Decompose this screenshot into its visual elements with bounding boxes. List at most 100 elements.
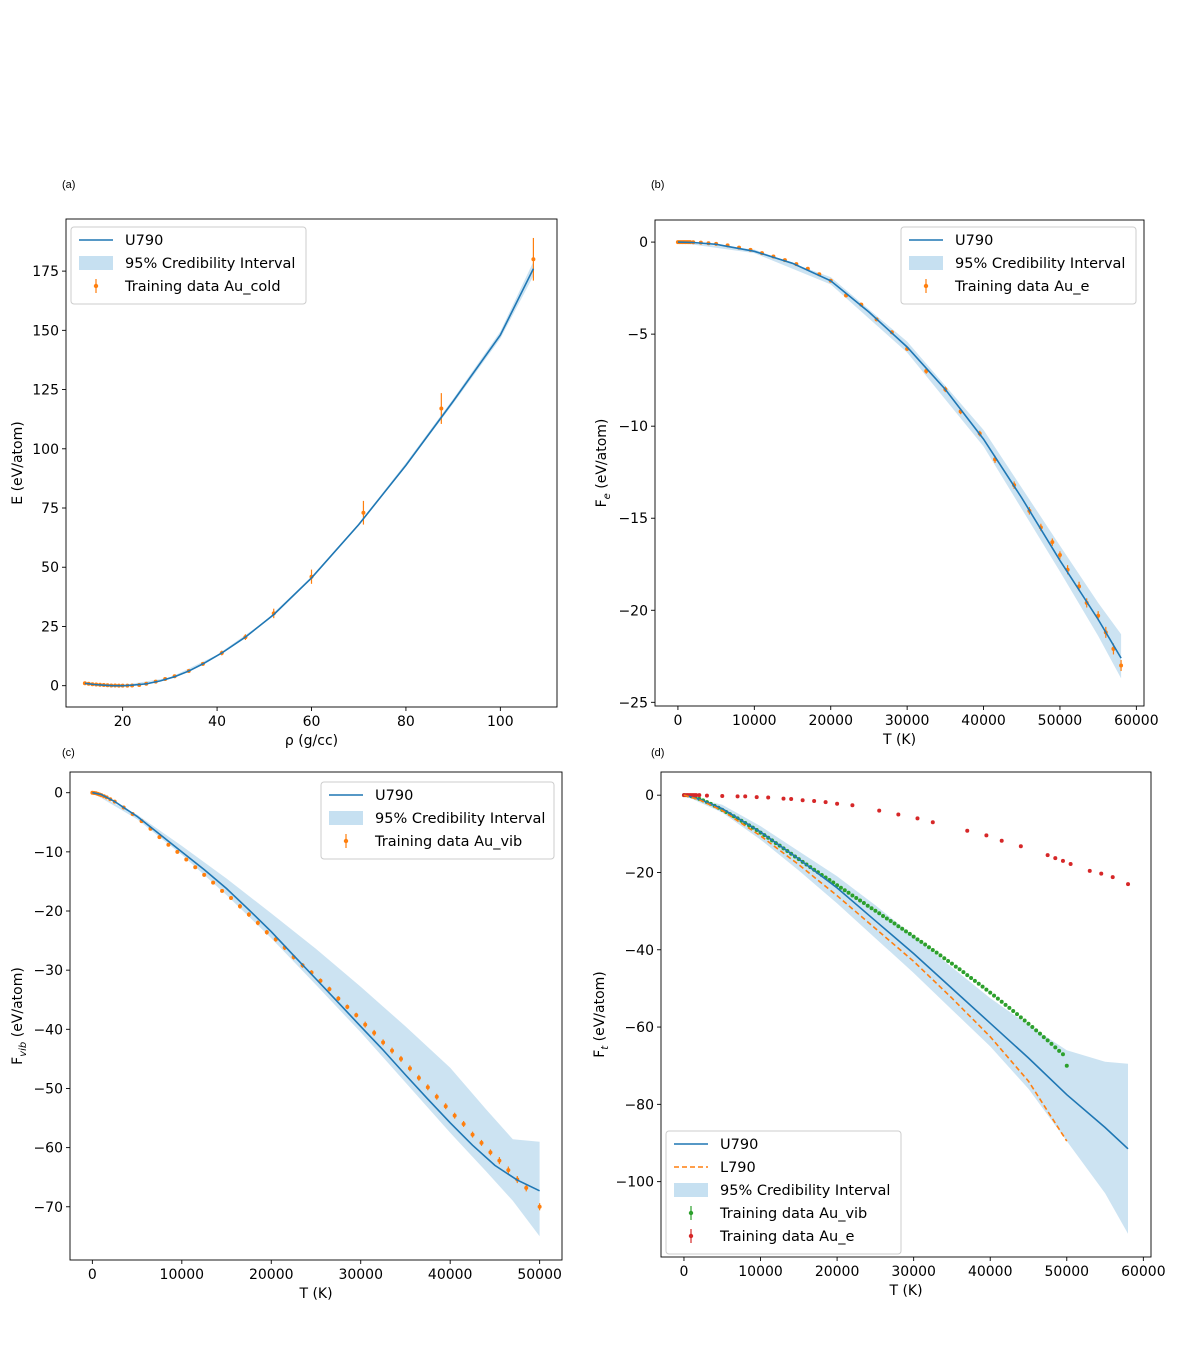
legend-box bbox=[900, 226, 1137, 305]
x-tick-label: 10000 bbox=[738, 1264, 783, 1280]
data-point bbox=[877, 911, 882, 916]
data-point bbox=[82, 681, 87, 686]
y-tick-label: 175 bbox=[32, 264, 59, 280]
data-point bbox=[907, 931, 912, 936]
data-point bbox=[850, 893, 855, 898]
data-point bbox=[390, 1048, 395, 1053]
data-point bbox=[754, 795, 759, 800]
data-point bbox=[965, 973, 970, 978]
data-point bbox=[1034, 1028, 1039, 1033]
legend-handle-point bbox=[923, 283, 929, 289]
data-point bbox=[854, 895, 859, 900]
data-point bbox=[984, 833, 989, 838]
x-tick-label: 60000 bbox=[1121, 1264, 1166, 1280]
legend-entry: 95% Credibility Interval bbox=[720, 1183, 890, 1199]
y-tick-label: −10 bbox=[33, 845, 63, 861]
data-point bbox=[452, 1113, 457, 1118]
training-data-points bbox=[82, 237, 536, 688]
training-data-points bbox=[681, 793, 1131, 887]
data-point bbox=[336, 996, 341, 1001]
data-point bbox=[781, 796, 786, 801]
data-point bbox=[984, 987, 989, 992]
y-tick-label: −50 bbox=[33, 1081, 63, 1097]
y-tick-label: 100 bbox=[32, 442, 59, 458]
legend-entry: U790 bbox=[955, 233, 993, 249]
x-tick-label: 50000 bbox=[1045, 1264, 1090, 1280]
data-point bbox=[923, 942, 928, 947]
data-point bbox=[1053, 1045, 1058, 1050]
y-tick-label: −10 bbox=[618, 419, 648, 435]
legend-entry: 95% Credibility Interval bbox=[375, 811, 545, 827]
data-point bbox=[157, 835, 162, 840]
legend-box bbox=[320, 781, 555, 860]
x-tick-label: 40000 bbox=[968, 1264, 1013, 1280]
data-point bbox=[896, 924, 901, 929]
y-axis-label: Ft (eV/atom) bbox=[592, 971, 611, 1058]
data-point bbox=[697, 793, 702, 798]
data-point bbox=[1057, 1048, 1062, 1053]
y-tick-label: −20 bbox=[624, 865, 654, 881]
legend-handle-band bbox=[329, 811, 363, 825]
data-point bbox=[220, 888, 225, 893]
data-point bbox=[823, 800, 828, 805]
data-point bbox=[202, 872, 207, 877]
data-point bbox=[988, 990, 993, 995]
data-point bbox=[999, 999, 1004, 1004]
data-point bbox=[957, 967, 962, 972]
x-axis-label: T (K) bbox=[888, 1283, 922, 1299]
legend-entry: 95% Credibility Interval bbox=[955, 256, 1125, 272]
series-line-u790 bbox=[677, 241, 1122, 659]
data-point bbox=[946, 958, 951, 963]
data-point bbox=[926, 945, 931, 950]
data-point bbox=[942, 956, 947, 961]
y-axis-label-unit: (eV/atom) bbox=[10, 967, 26, 1042]
data-point bbox=[1057, 553, 1062, 558]
legend-entry: 95% Credibility Interval bbox=[125, 256, 295, 272]
x-tick-label: 60000 bbox=[1114, 713, 1159, 729]
legend-handle-band bbox=[909, 256, 943, 270]
y-tick-label: −40 bbox=[624, 943, 654, 959]
data-point bbox=[229, 895, 234, 900]
x-tick-label: 30000 bbox=[891, 1264, 936, 1280]
legend-handle-point bbox=[688, 1233, 694, 1239]
data-point bbox=[961, 970, 966, 975]
data-point bbox=[327, 987, 332, 992]
data-point bbox=[1045, 1038, 1050, 1043]
data-point bbox=[720, 793, 725, 798]
legend-entry: Training data Au_e bbox=[954, 279, 1089, 295]
data-point bbox=[1126, 882, 1131, 887]
legend: U790 L790 95% Credibility Interval Training… bbox=[665, 1130, 902, 1255]
plot-area bbox=[90, 790, 542, 1237]
legend-handle-point bbox=[688, 1210, 694, 1216]
data-point bbox=[407, 1066, 412, 1071]
y-tick-label: 75 bbox=[41, 501, 59, 517]
legend: U790 95% Credibility Interval Training dat… bbox=[320, 781, 555, 860]
data-point bbox=[211, 880, 216, 885]
x-tick-label: 100 bbox=[487, 714, 514, 730]
data-point bbox=[900, 926, 905, 931]
y-tick-label: 0 bbox=[54, 786, 63, 802]
legend: U790 95% Credibility Interval Training dat… bbox=[900, 226, 1137, 305]
y-tick-label: 0 bbox=[645, 788, 654, 804]
panel-label: (c) bbox=[62, 747, 75, 759]
data-point bbox=[919, 939, 924, 944]
y-tick-label: 50 bbox=[41, 560, 59, 576]
y-axis-label-sub: vib bbox=[18, 1042, 29, 1057]
data-point bbox=[531, 257, 536, 262]
y-tick-label: −100 bbox=[616, 1175, 654, 1191]
x-tick-label: 40 bbox=[208, 714, 226, 730]
x-axis-label: ρ (g/cc) bbox=[285, 733, 338, 749]
data-point bbox=[869, 906, 874, 911]
y-tick-label: −30 bbox=[33, 963, 63, 979]
data-point bbox=[896, 812, 901, 817]
data-point bbox=[694, 793, 699, 798]
data-point bbox=[1049, 1041, 1054, 1046]
series-line-l790 bbox=[683, 794, 1068, 1142]
panel-b: (b) 0 10000 20000 30000 40000 50000 60000 0 −5 −10… bbox=[594, 179, 1159, 748]
panel-a: (a) 20 40 60 80 100 0 25 50 75 100 125 150 175 ρ (g/cc… bbox=[10, 179, 558, 749]
data-point bbox=[1060, 1052, 1065, 1057]
data-point bbox=[264, 930, 269, 935]
x-axis-label: T (K) bbox=[882, 732, 916, 748]
x-tick-label: 0 bbox=[88, 1267, 97, 1283]
y-axis-label-unit: (eV/atom) bbox=[592, 971, 608, 1046]
